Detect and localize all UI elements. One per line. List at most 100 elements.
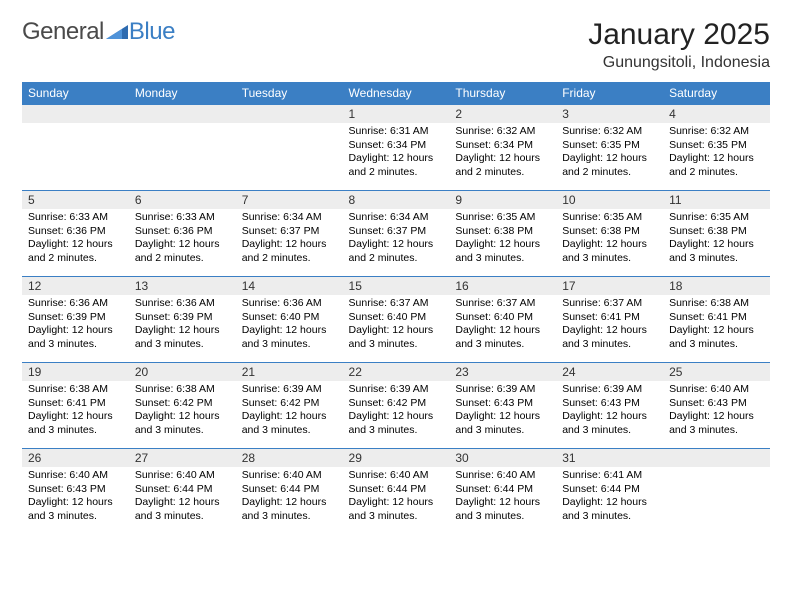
sunrise-text: Sunrise: 6:40 AM: [669, 383, 764, 397]
weekday-header: Thursday: [449, 82, 556, 105]
sunset-text: Sunset: 6:42 PM: [349, 397, 444, 411]
sunrise-text: Sunrise: 6:36 AM: [242, 297, 337, 311]
sunset-text: Sunset: 6:36 PM: [28, 225, 123, 239]
sunrise-text: Sunrise: 6:39 AM: [455, 383, 550, 397]
day-number: 24: [556, 363, 663, 381]
daylight-text: Daylight: 12 hours and 3 minutes.: [28, 324, 123, 351]
sunrise-text: Sunrise: 6:41 AM: [562, 469, 657, 483]
location-label: Gunungsitoli, Indonesia: [588, 54, 770, 72]
sunrise-text: Sunrise: 6:37 AM: [349, 297, 444, 311]
calendar-day-cell: 10Sunrise: 6:35 AMSunset: 6:38 PMDayligh…: [556, 191, 663, 277]
calendar-day-cell: 1Sunrise: 6:31 AMSunset: 6:34 PMDaylight…: [343, 105, 450, 191]
calendar-day-cell: [22, 105, 129, 191]
sunrise-text: Sunrise: 6:33 AM: [28, 211, 123, 225]
day-number: 28: [236, 449, 343, 467]
day-data: Sunrise: 6:40 AMSunset: 6:43 PMDaylight:…: [22, 467, 129, 528]
weekday-header: Friday: [556, 82, 663, 105]
weekday-header: Saturday: [663, 82, 770, 105]
day-number: 22: [343, 363, 450, 381]
daylight-text: Daylight: 12 hours and 3 minutes.: [455, 324, 550, 351]
daylight-text: Daylight: 12 hours and 3 minutes.: [135, 324, 230, 351]
day-number: [236, 105, 343, 123]
sunset-text: Sunset: 6:34 PM: [349, 139, 444, 153]
calendar-day-cell: 24Sunrise: 6:39 AMSunset: 6:43 PMDayligh…: [556, 363, 663, 449]
sunrise-text: Sunrise: 6:35 AM: [455, 211, 550, 225]
daylight-text: Daylight: 12 hours and 3 minutes.: [242, 496, 337, 523]
sunset-text: Sunset: 6:43 PM: [28, 483, 123, 497]
sunrise-text: Sunrise: 6:37 AM: [562, 297, 657, 311]
sunrise-text: Sunrise: 6:36 AM: [28, 297, 123, 311]
daylight-text: Daylight: 12 hours and 2 minutes.: [455, 152, 550, 179]
sunrise-text: Sunrise: 6:34 AM: [349, 211, 444, 225]
day-number: 8: [343, 191, 450, 209]
calendar-day-cell: 22Sunrise: 6:39 AMSunset: 6:42 PMDayligh…: [343, 363, 450, 449]
calendar-body: 1Sunrise: 6:31 AMSunset: 6:34 PMDaylight…: [22, 105, 770, 535]
calendar-day-cell: 16Sunrise: 6:37 AMSunset: 6:40 PMDayligh…: [449, 277, 556, 363]
daylight-text: Daylight: 12 hours and 3 minutes.: [242, 324, 337, 351]
day-number: 16: [449, 277, 556, 295]
day-data: Sunrise: 6:39 AMSunset: 6:43 PMDaylight:…: [449, 381, 556, 442]
weekday-header-row: SundayMondayTuesdayWednesdayThursdayFrid…: [22, 82, 770, 105]
day-number: 4: [663, 105, 770, 123]
sunset-text: Sunset: 6:42 PM: [135, 397, 230, 411]
day-number: 9: [449, 191, 556, 209]
day-number: 21: [236, 363, 343, 381]
day-number: 11: [663, 191, 770, 209]
sunset-text: Sunset: 6:39 PM: [28, 311, 123, 325]
sunrise-text: Sunrise: 6:34 AM: [242, 211, 337, 225]
calendar-week-row: 19Sunrise: 6:38 AMSunset: 6:41 PMDayligh…: [22, 363, 770, 449]
calendar-day-cell: 21Sunrise: 6:39 AMSunset: 6:42 PMDayligh…: [236, 363, 343, 449]
day-data: Sunrise: 6:32 AMSunset: 6:35 PMDaylight:…: [663, 123, 770, 184]
calendar-day-cell: 11Sunrise: 6:35 AMSunset: 6:38 PMDayligh…: [663, 191, 770, 277]
sunrise-text: Sunrise: 6:32 AM: [669, 125, 764, 139]
day-number: 25: [663, 363, 770, 381]
day-data: Sunrise: 6:36 AMSunset: 6:40 PMDaylight:…: [236, 295, 343, 356]
day-number: 23: [449, 363, 556, 381]
calendar-week-row: 12Sunrise: 6:36 AMSunset: 6:39 PMDayligh…: [22, 277, 770, 363]
daylight-text: Daylight: 12 hours and 3 minutes.: [455, 238, 550, 265]
day-data: Sunrise: 6:34 AMSunset: 6:37 PMDaylight:…: [343, 209, 450, 270]
day-number: [22, 105, 129, 123]
sunrise-text: Sunrise: 6:40 AM: [135, 469, 230, 483]
calendar-day-cell: 14Sunrise: 6:36 AMSunset: 6:40 PMDayligh…: [236, 277, 343, 363]
sunrise-text: Sunrise: 6:40 AM: [28, 469, 123, 483]
sunrise-text: Sunrise: 6:32 AM: [455, 125, 550, 139]
day-data: Sunrise: 6:40 AMSunset: 6:43 PMDaylight:…: [663, 381, 770, 442]
day-number: 29: [343, 449, 450, 467]
day-data: Sunrise: 6:37 AMSunset: 6:41 PMDaylight:…: [556, 295, 663, 356]
calendar-day-cell: 17Sunrise: 6:37 AMSunset: 6:41 PMDayligh…: [556, 277, 663, 363]
month-title: January 2025: [588, 18, 770, 52]
daylight-text: Daylight: 12 hours and 3 minutes.: [669, 410, 764, 437]
daylight-text: Daylight: 12 hours and 3 minutes.: [349, 410, 444, 437]
calendar-day-cell: 12Sunrise: 6:36 AMSunset: 6:39 PMDayligh…: [22, 277, 129, 363]
calendar-day-cell: 27Sunrise: 6:40 AMSunset: 6:44 PMDayligh…: [129, 449, 236, 535]
calendar-day-cell: 30Sunrise: 6:40 AMSunset: 6:44 PMDayligh…: [449, 449, 556, 535]
sunrise-text: Sunrise: 6:40 AM: [455, 469, 550, 483]
sunrise-text: Sunrise: 6:38 AM: [669, 297, 764, 311]
sunset-text: Sunset: 6:37 PM: [242, 225, 337, 239]
day-data: Sunrise: 6:37 AMSunset: 6:40 PMDaylight:…: [449, 295, 556, 356]
calendar-week-row: 26Sunrise: 6:40 AMSunset: 6:43 PMDayligh…: [22, 449, 770, 535]
day-number: 15: [343, 277, 450, 295]
sunrise-text: Sunrise: 6:32 AM: [562, 125, 657, 139]
weekday-header: Monday: [129, 82, 236, 105]
day-number: 10: [556, 191, 663, 209]
sunset-text: Sunset: 6:40 PM: [455, 311, 550, 325]
day-data: Sunrise: 6:33 AMSunset: 6:36 PMDaylight:…: [129, 209, 236, 270]
day-number: 3: [556, 105, 663, 123]
sunrise-text: Sunrise: 6:35 AM: [562, 211, 657, 225]
sunset-text: Sunset: 6:41 PM: [28, 397, 123, 411]
sunrise-text: Sunrise: 6:39 AM: [562, 383, 657, 397]
sunset-text: Sunset: 6:40 PM: [242, 311, 337, 325]
day-data: Sunrise: 6:39 AMSunset: 6:42 PMDaylight:…: [343, 381, 450, 442]
brand-word1: General: [22, 18, 104, 46]
day-data: Sunrise: 6:35 AMSunset: 6:38 PMDaylight:…: [449, 209, 556, 270]
daylight-text: Daylight: 12 hours and 3 minutes.: [562, 238, 657, 265]
sunset-text: Sunset: 6:40 PM: [349, 311, 444, 325]
day-number: 13: [129, 277, 236, 295]
daylight-text: Daylight: 12 hours and 3 minutes.: [669, 324, 764, 351]
sunrise-text: Sunrise: 6:39 AM: [242, 383, 337, 397]
sunrise-text: Sunrise: 6:38 AM: [28, 383, 123, 397]
day-data: Sunrise: 6:31 AMSunset: 6:34 PMDaylight:…: [343, 123, 450, 184]
day-data: Sunrise: 6:33 AMSunset: 6:36 PMDaylight:…: [22, 209, 129, 270]
